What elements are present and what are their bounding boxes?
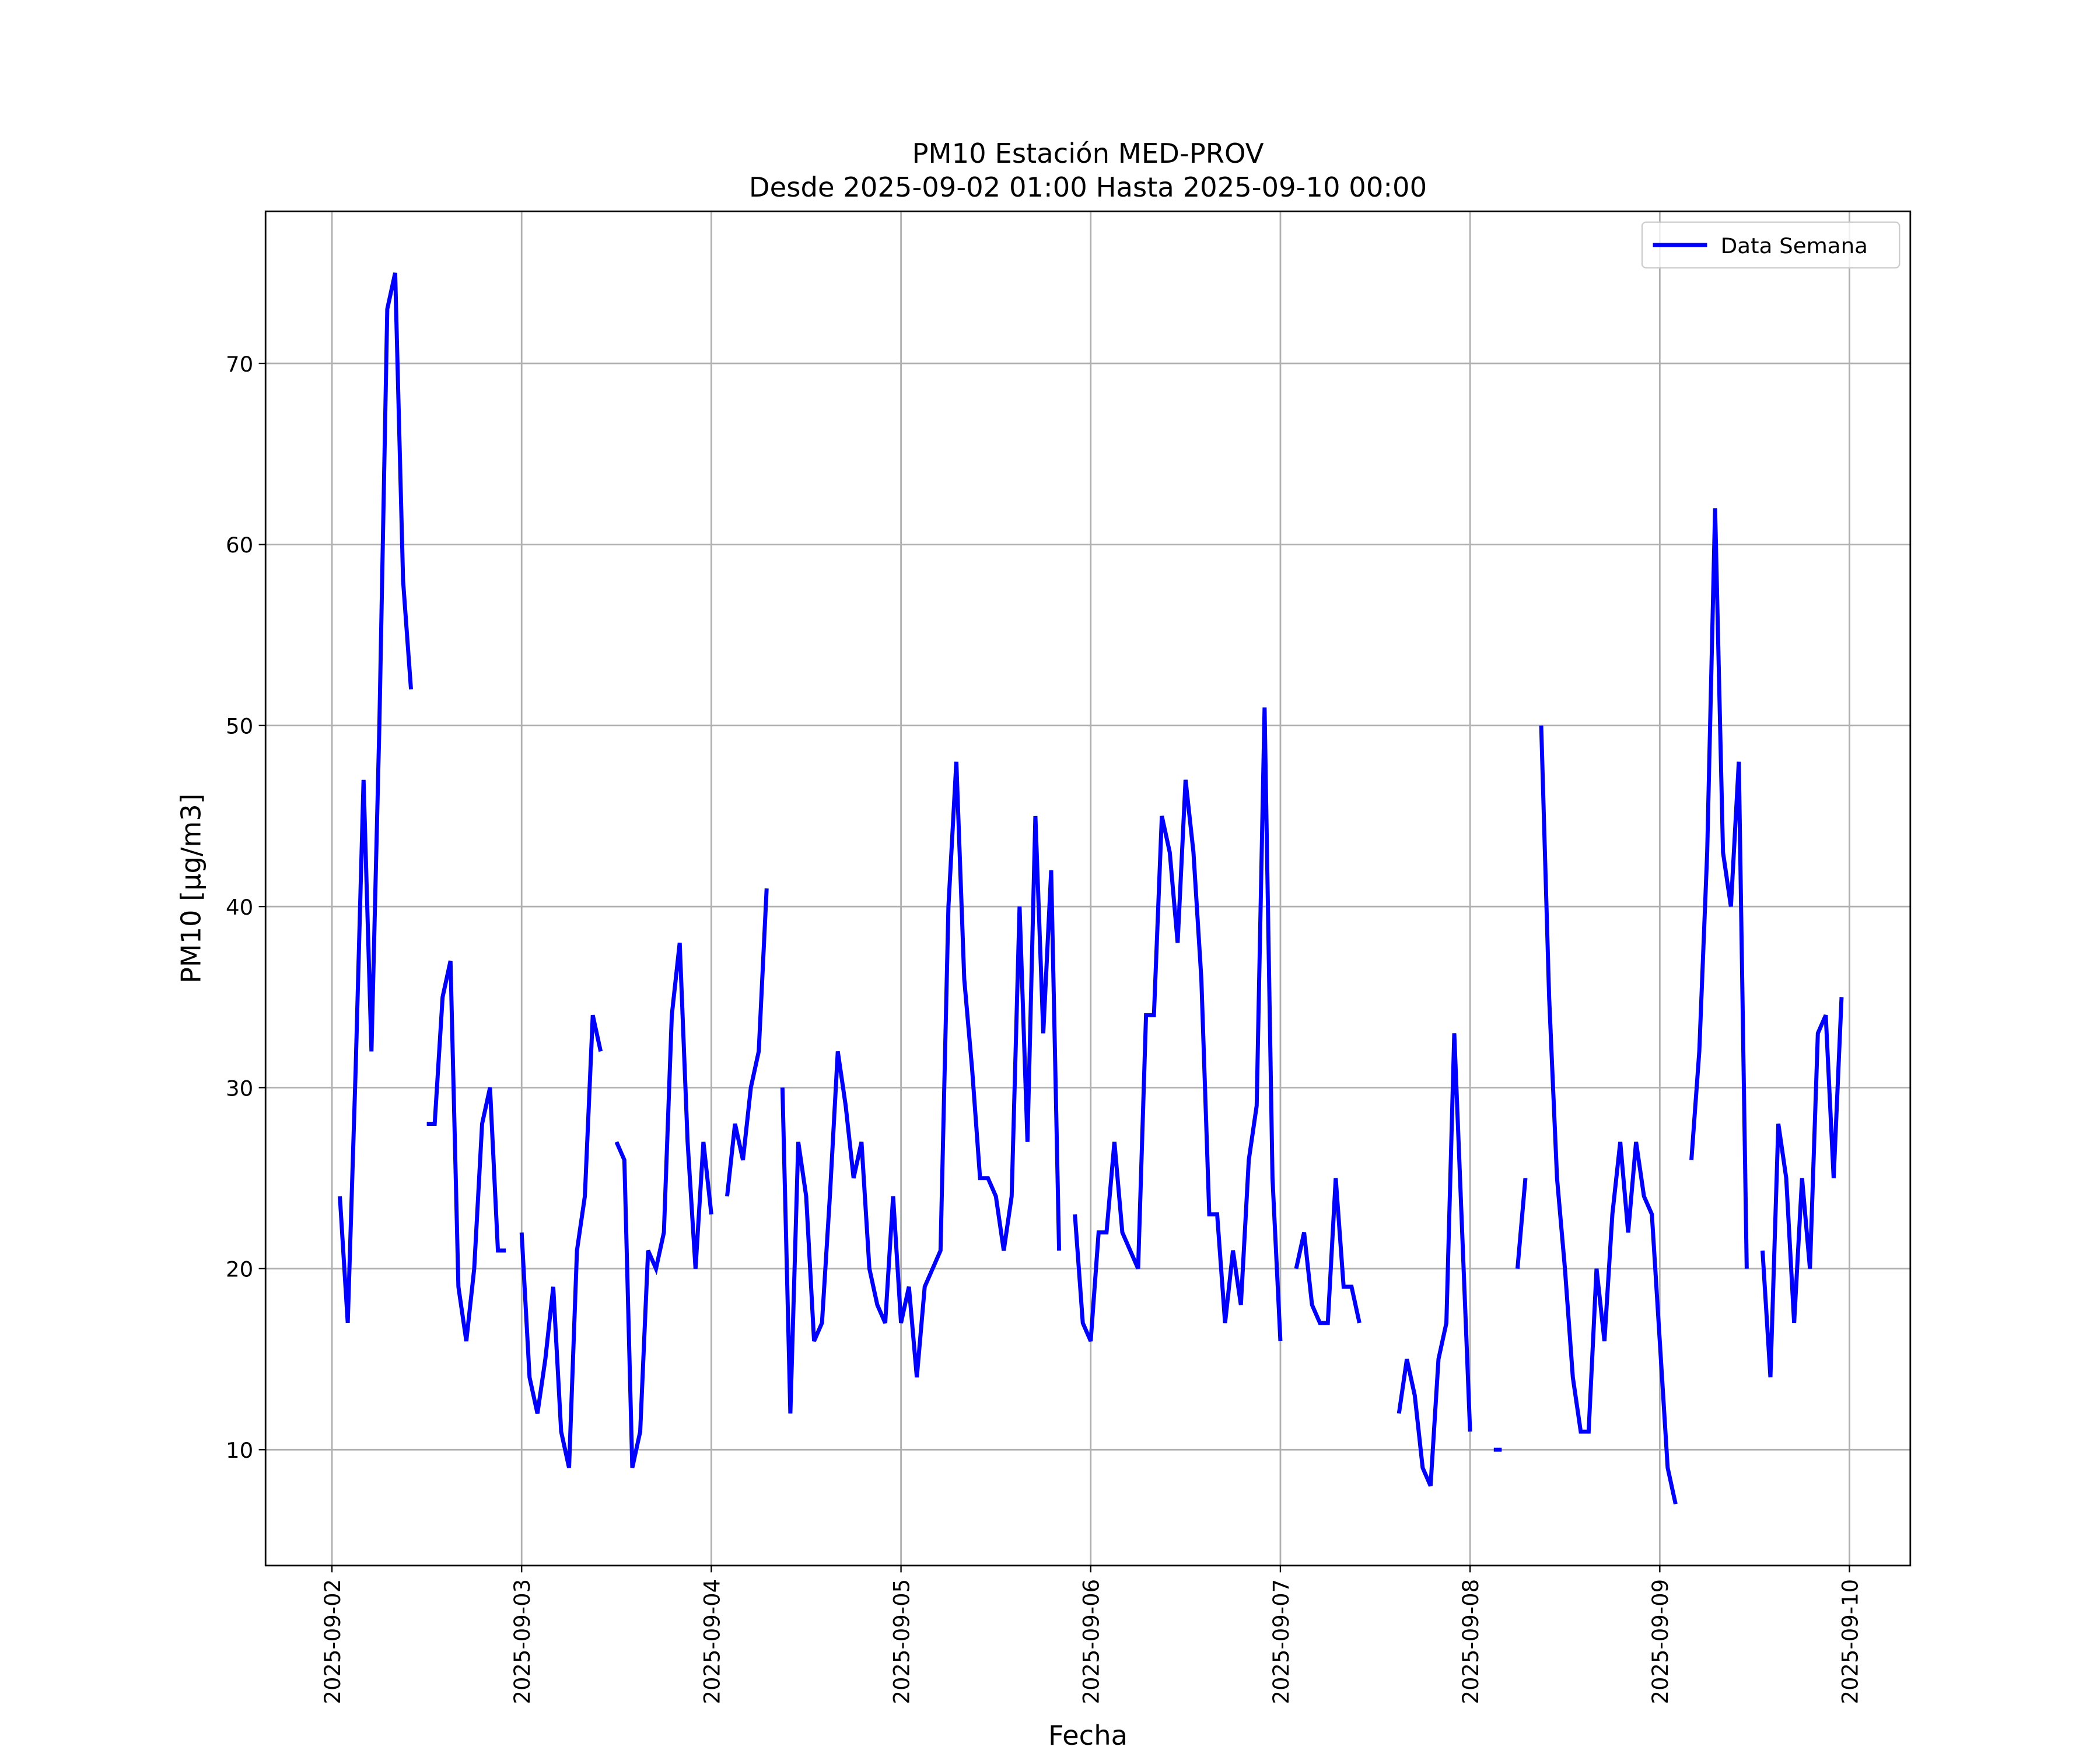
x-tick-label: 2025-09-09 xyxy=(1648,1579,1673,1704)
chart-subtitle: Desde 2025-09-02 01:00 Hasta 2025-09-10 … xyxy=(749,172,1427,203)
y-tick-label: 50 xyxy=(226,714,253,739)
legend-box xyxy=(1641,221,1901,269)
x-axis-label: Fecha xyxy=(1048,1720,1128,1750)
x-tick-label: 2025-09-04 xyxy=(699,1579,724,1704)
y-tick-label: 30 xyxy=(226,1076,253,1101)
x-tick-label: 2025-09-07 xyxy=(1269,1579,1294,1704)
x-tick-label: 2025-09-10 xyxy=(1838,1579,1863,1704)
x-tick-label: 2025-09-06 xyxy=(1079,1579,1104,1704)
x-tick-label: 2025-09-05 xyxy=(889,1579,914,1704)
legend-label: Data Semana xyxy=(1721,233,1868,258)
data-line xyxy=(338,272,1844,1505)
y-tick-label: 10 xyxy=(226,1438,253,1463)
y-axis-label: PM10 [μg/m3] xyxy=(176,793,207,984)
plot-frame xyxy=(264,210,1912,1567)
x-tick-label: 2025-09-02 xyxy=(320,1579,345,1704)
y-tick-label: 20 xyxy=(226,1257,253,1282)
y-tick-label: 70 xyxy=(226,352,253,377)
x-tick-label: 2025-09-08 xyxy=(1458,1579,1483,1704)
chart-title: PM10 Estación MED-PROV xyxy=(912,138,1264,169)
x-tick-label: 2025-09-03 xyxy=(510,1579,535,1704)
legend: Data Semana xyxy=(1641,221,1901,269)
y-tick-label: 60 xyxy=(226,533,253,558)
y-tick-label: 40 xyxy=(226,895,253,920)
